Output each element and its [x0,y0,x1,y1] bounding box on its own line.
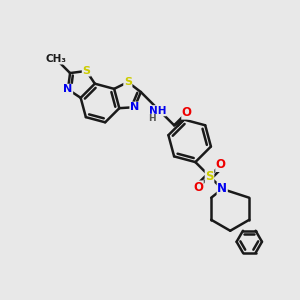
Text: N: N [130,102,139,112]
Text: N: N [217,182,227,196]
Text: S: S [82,66,90,76]
Text: H: H [148,114,155,123]
Text: CH₃: CH₃ [45,54,66,64]
Text: NH: NH [149,106,166,116]
Text: O: O [182,106,192,119]
Text: O: O [193,181,203,194]
Text: N: N [63,84,73,94]
Text: O: O [216,158,226,171]
Text: S: S [124,77,132,87]
Text: S: S [205,170,214,183]
